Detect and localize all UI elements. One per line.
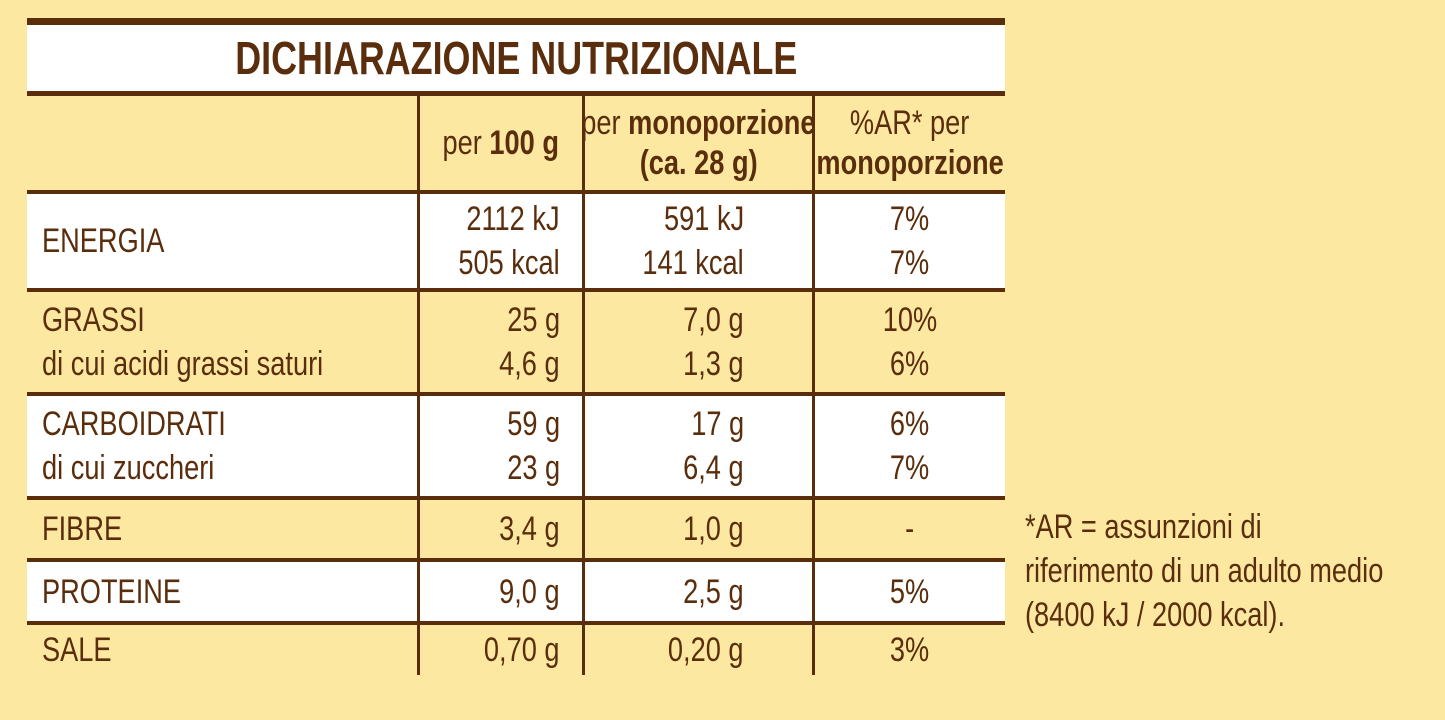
header-portion-size: (ca. 28 g) [639, 144, 758, 182]
reference-intake-percent-cell: 10% 6% [812, 292, 1005, 392]
reference-intake-percent-cell: - [812, 500, 1005, 558]
nutrient-label: GRASSI [42, 301, 145, 339]
table-row: PROTEINE 9,0 g 2,5 g 5% [27, 562, 1005, 625]
nutrient-label: di cui zuccheri [42, 449, 215, 487]
value-per-portion: 2,5 g [683, 572, 745, 611]
reference-intake-percent-cell: 6% 7% [812, 396, 1005, 496]
reference-intake-percent-cell: 3% [812, 625, 1005, 675]
value-per-100g: 9,0 g [499, 572, 561, 611]
header-per100: per 100 g [417, 96, 582, 190]
nutrient-label: PROTEINE [42, 572, 182, 611]
value-per-portion-cell: 7,0 g 1,3 g [582, 292, 812, 392]
header-ar-line1: %AR* per [850, 104, 970, 142]
value-per-portion-cell: 2,5 g [582, 562, 812, 621]
nutrient-label-cell: ENERGIA [27, 194, 417, 288]
value-per-portion: 6,4 g [683, 449, 745, 487]
value-per-portion: 0,20 g [668, 631, 744, 669]
table-row: GRASSI di cui acidi grassi saturi 25 g 4,6 … [27, 292, 1005, 396]
header-ar: %AR* per monoporzione [812, 96, 1005, 190]
nutrition-table: DICHIARAZIONE NUTRIZIONALE per 100 g per… [27, 18, 1005, 675]
nutrient-label: di cui acidi grassi saturi [42, 345, 324, 383]
ar-footnote: *AR = assunzioni di riferimento di un ad… [1025, 505, 1445, 637]
nutrient-label-cell: CARBOIDRATI di cui zuccheri [27, 396, 417, 496]
header-ar-line2: monoporzione [816, 144, 1004, 182]
value-per-100g-cell: 25 g 4,6 g [417, 292, 582, 392]
value-per-100g: 505 kcal [458, 244, 560, 282]
table-row: ENERGIA 2112 kJ 505 kcal 591 kJ 141 kcal 7% 7% [27, 194, 1005, 292]
header-label-cell [27, 96, 417, 190]
value-per-portion-cell: 0,20 g [582, 625, 812, 675]
header-per100-prefix: per [442, 124, 490, 162]
table-title: DICHIARAZIONE NUTRIZIONALE [234, 32, 798, 84]
value-per-portion: 17 g [691, 405, 744, 443]
value-per-portion-cell: 591 kJ 141 kcal [582, 194, 812, 288]
value-per-100g: 2112 kJ [466, 200, 560, 238]
reference-intake-percent: 6% [890, 345, 930, 383]
footnote-line: riferimento di un adulto medio [1025, 552, 1384, 590]
nutrient-label: SALE [42, 631, 112, 669]
reference-intake-percent: - [905, 510, 915, 548]
value-per-100g: 0,70 g [484, 631, 560, 669]
nutrient-label: ENERGIA [42, 222, 165, 260]
nutrient-label: FIBRE [42, 510, 123, 548]
reference-intake-percent-cell: 5% [812, 562, 1005, 621]
header-per100-amount: 100 g [489, 124, 560, 162]
value-per-100g-cell: 2112 kJ 505 kcal [417, 194, 582, 288]
value-per-100g-cell: 9,0 g [417, 562, 582, 621]
footnote-line: (8400 kJ / 2000 kcal). [1025, 596, 1286, 634]
reference-intake-percent-cell: 7% 7% [812, 194, 1005, 288]
reference-intake-percent: 7% [890, 449, 930, 487]
value-per-portion-cell: 1,0 g [582, 500, 812, 558]
value-per-100g: 4,6 g [499, 345, 561, 383]
header-row: per 100 g per monoporzione (ca. 28 g) %A… [27, 96, 1005, 194]
nutrient-label-cell: SALE [27, 625, 417, 675]
value-per-100g: 23 g [507, 449, 560, 487]
nutrient-label: CARBOIDRATI [42, 405, 226, 443]
value-per-portion: 1,0 g [683, 510, 745, 548]
reference-intake-percent: 10% [882, 301, 938, 339]
value-per-100g-cell: 59 g 23 g [417, 396, 582, 496]
nutrient-label-cell: PROTEINE [27, 562, 417, 621]
value-per-100g: 25 g [507, 301, 560, 339]
value-per-portion-cell: 17 g 6,4 g [582, 396, 812, 496]
value-per-100g: 59 g [507, 405, 560, 443]
value-per-portion: 141 kcal [642, 244, 744, 282]
table-row: FIBRE 3,4 g 1,0 g - [27, 500, 1005, 562]
value-per-100g: 3,4 g [499, 510, 561, 548]
value-per-portion: 7,0 g [683, 301, 745, 339]
table-row: CARBOIDRATI di cui zuccheri 59 g 23 g 17 g 6,… [27, 396, 1005, 500]
value-per-100g-cell: 3,4 g [417, 500, 582, 558]
value-per-portion: 591 kJ [663, 200, 744, 238]
nutrient-label-cell: FIBRE [27, 500, 417, 558]
header-mono-prefix: per [581, 104, 629, 142]
reference-intake-percent: 7% [890, 244, 930, 282]
header-mono-bold: monoporzione [628, 104, 816, 142]
reference-intake-percent: 6% [890, 405, 930, 443]
table-row: SALE 0,70 g 0,20 g 3% [27, 625, 1005, 675]
header-per-portion: per monoporzione (ca. 28 g) [581, 96, 816, 190]
value-per-100g-cell: 0,70 g [417, 625, 582, 675]
reference-intake-percent: 7% [890, 200, 930, 238]
title-band: DICHIARAZIONE NUTRIZIONALE [27, 18, 1005, 96]
nutrient-label-cell: GRASSI di cui acidi grassi saturi [27, 292, 417, 392]
reference-intake-percent: 5% [890, 572, 930, 611]
reference-intake-percent: 3% [890, 631, 930, 669]
value-per-portion: 1,3 g [683, 345, 745, 383]
footnote-line: *AR = assunzioni di [1025, 508, 1262, 546]
